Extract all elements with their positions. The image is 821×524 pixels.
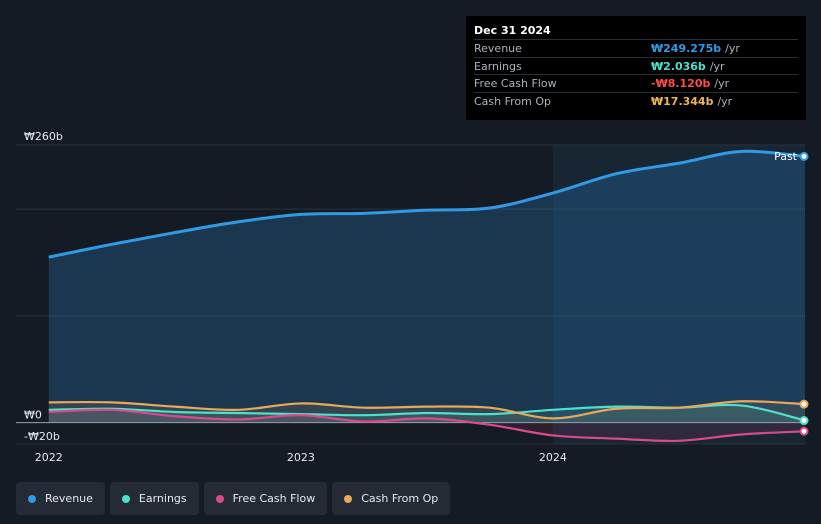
series-endpoint-free-cash-flow bbox=[799, 426, 809, 436]
tooltip-unit: /yr bbox=[714, 77, 730, 90]
legend-dot-icon bbox=[344, 494, 353, 503]
tooltip-label: Cash From Op bbox=[474, 94, 552, 108]
series-line-free-cash-flow bbox=[48, 408, 806, 443]
series-area-free-cash-flow bbox=[48, 409, 806, 441]
y-tick-label: ₩260b bbox=[24, 130, 63, 143]
series-area-revenue bbox=[48, 151, 806, 423]
legend-item-cash-from-op[interactable]: Cash From Op bbox=[332, 482, 451, 515]
x-tick-label: 2024 bbox=[539, 451, 567, 464]
x-tick-label: 2023 bbox=[287, 451, 315, 464]
chart-plot: ₩260b ₩0 -₩20b 2022 2023 2024 Past bbox=[16, 130, 809, 464]
legend-label: Earnings bbox=[138, 492, 187, 505]
series-line-revenue bbox=[48, 149, 806, 259]
series-line-cash-from-op bbox=[48, 400, 806, 420]
legend-dot-icon bbox=[121, 494, 130, 503]
tooltip-row-cash-from-op: Cash From Op ₩17.344b /yr bbox=[474, 91, 798, 110]
series-endpoint-cash-from-op bbox=[799, 399, 809, 409]
y-tick-label: -₩20b bbox=[24, 430, 60, 443]
legend-label: Cash From Op bbox=[361, 492, 439, 505]
tooltip-row-earnings: Earnings ₩2.036b /yr bbox=[474, 56, 798, 75]
past-region bbox=[552, 145, 805, 444]
tooltip-value: ₩2.036b bbox=[651, 59, 706, 73]
legend-dot-icon bbox=[215, 494, 224, 503]
chart-legend: Revenue Earnings Free Cash Flow Cash Fro… bbox=[16, 482, 451, 515]
tooltip-label: Earnings bbox=[474, 59, 522, 73]
tooltip-unit: /yr bbox=[717, 94, 733, 108]
legend-item-free-cash-flow[interactable]: Free Cash Flow bbox=[203, 482, 328, 515]
tooltip-row-free-cash-flow: Free Cash Flow -₩8.120b /yr bbox=[474, 74, 798, 92]
x-tick-label: 2022 bbox=[35, 451, 63, 464]
tooltip-value: ₩17.344b bbox=[651, 94, 714, 108]
tooltip-panel: Dec 31 2024 Revenue ₩249.275b /yr Earnin… bbox=[466, 16, 806, 120]
legend-dot-icon bbox=[28, 494, 36, 503]
y-tick-label: ₩0 bbox=[24, 409, 42, 422]
tooltip-row-revenue: Revenue ₩249.275b /yr bbox=[474, 39, 798, 57]
tooltip-value: -₩8.120b bbox=[651, 77, 711, 90]
tooltip-label: Free Cash Flow bbox=[474, 77, 557, 90]
tooltip-date: Dec 31 2024 bbox=[474, 24, 551, 37]
tooltip-value: ₩249.275b bbox=[651, 42, 722, 55]
tooltip-unit: /yr bbox=[709, 59, 725, 73]
series-area-cash-from-op bbox=[48, 401, 806, 423]
series-endpoint-earnings bbox=[799, 416, 809, 426]
legend-item-revenue[interactable]: Revenue bbox=[16, 482, 105, 515]
tooltip-unit: /yr bbox=[725, 42, 740, 55]
legend-label: Free Cash Flow bbox=[232, 492, 316, 505]
past-label: Past bbox=[774, 150, 798, 163]
legend-label: Revenue bbox=[45, 492, 93, 505]
tooltip-label: Revenue bbox=[474, 42, 522, 55]
legend-item-earnings[interactable]: Earnings bbox=[109, 482, 199, 515]
series-endpoint-revenue bbox=[799, 151, 809, 161]
